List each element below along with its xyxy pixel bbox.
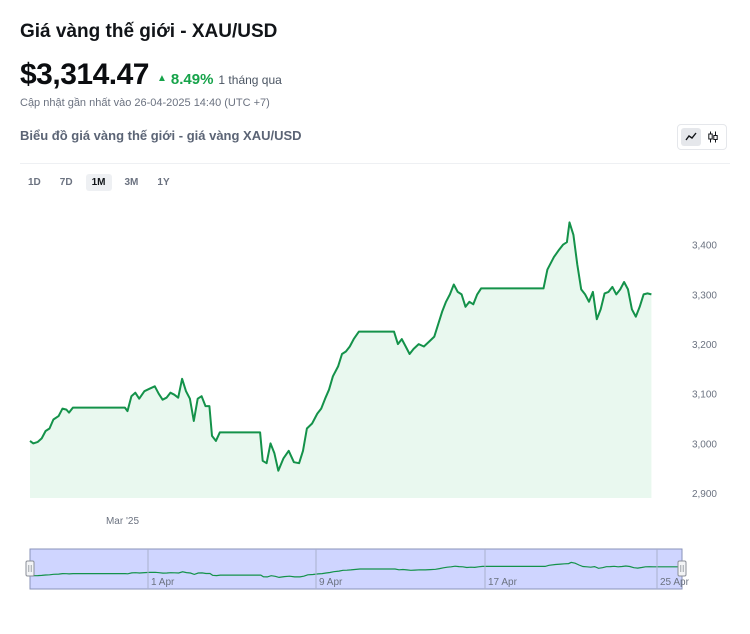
price-row: $3,314.47 ▲ 8.49% 1 tháng qua xyxy=(20,58,282,92)
y-tick-label: 3,400 xyxy=(692,241,717,252)
up-arrow-icon: ▲ xyxy=(156,73,167,84)
navigator-handles[interactable] xyxy=(25,560,687,577)
chart-type-toggle xyxy=(677,124,727,150)
price-change: 8.49% xyxy=(170,71,214,88)
range-3m-button[interactable]: 3M xyxy=(124,177,139,188)
header-divider xyxy=(20,163,730,164)
price-line xyxy=(29,221,652,472)
range-selector: 1D 7D 1M 3M 1Y xyxy=(22,174,183,191)
navigator-right-handle[interactable] xyxy=(677,560,687,577)
navigator-date-label: 1 Apr xyxy=(151,577,175,588)
navigator-line xyxy=(29,561,682,579)
change-period: 1 tháng qua xyxy=(218,73,282,87)
range-1m-button[interactable]: 1M xyxy=(85,174,112,191)
navigator-date-label: 9 Apr xyxy=(319,577,343,588)
candlestick-icon xyxy=(708,131,718,143)
range-navigator[interactable]: 1 Apr 9 Apr 17 Apr 25 Apr xyxy=(25,548,690,590)
line-chart-icon xyxy=(685,132,697,141)
navigator-date-label: 17 Apr xyxy=(488,577,518,588)
navigator-grid: 1 Apr 9 Apr 17 Apr 25 Apr xyxy=(147,549,690,589)
range-1d-button[interactable]: 1D xyxy=(28,177,41,188)
range-7d-button[interactable]: 7D xyxy=(59,177,73,188)
chart-subtitle: Biểu đồ giá vàng thế giới - giá vàng XAU… xyxy=(20,128,302,143)
navigator-date-label: 25 Apr xyxy=(660,577,690,588)
last-updated: Cập nhật gần nhất vào 26-04-2025 14:40 (… xyxy=(20,97,270,109)
y-tick-label: 2,900 xyxy=(692,489,717,500)
y-tick-label: 3,200 xyxy=(692,340,717,351)
page-title: Giá vàng thế giới - XAU/USD xyxy=(20,21,278,42)
x-tick-label: Mar '25 xyxy=(106,516,139,527)
x-axis: Mar '25 xyxy=(106,516,139,527)
candlestick-toggle-button[interactable] xyxy=(703,128,723,146)
y-tick-label: 3,300 xyxy=(692,290,717,301)
y-axis: 2,900 3,000 3,100 3,200 3,300 3,400 xyxy=(692,241,717,500)
line-chart-toggle-button[interactable] xyxy=(681,128,701,146)
y-tick-label: 3,000 xyxy=(692,439,717,450)
range-1y-button[interactable]: 1Y xyxy=(157,177,170,188)
main-plot-area xyxy=(29,221,652,498)
y-tick-label: 3,100 xyxy=(692,390,717,401)
navigator-left-handle[interactable] xyxy=(25,560,35,577)
current-price: $3,314.47 xyxy=(20,58,149,91)
